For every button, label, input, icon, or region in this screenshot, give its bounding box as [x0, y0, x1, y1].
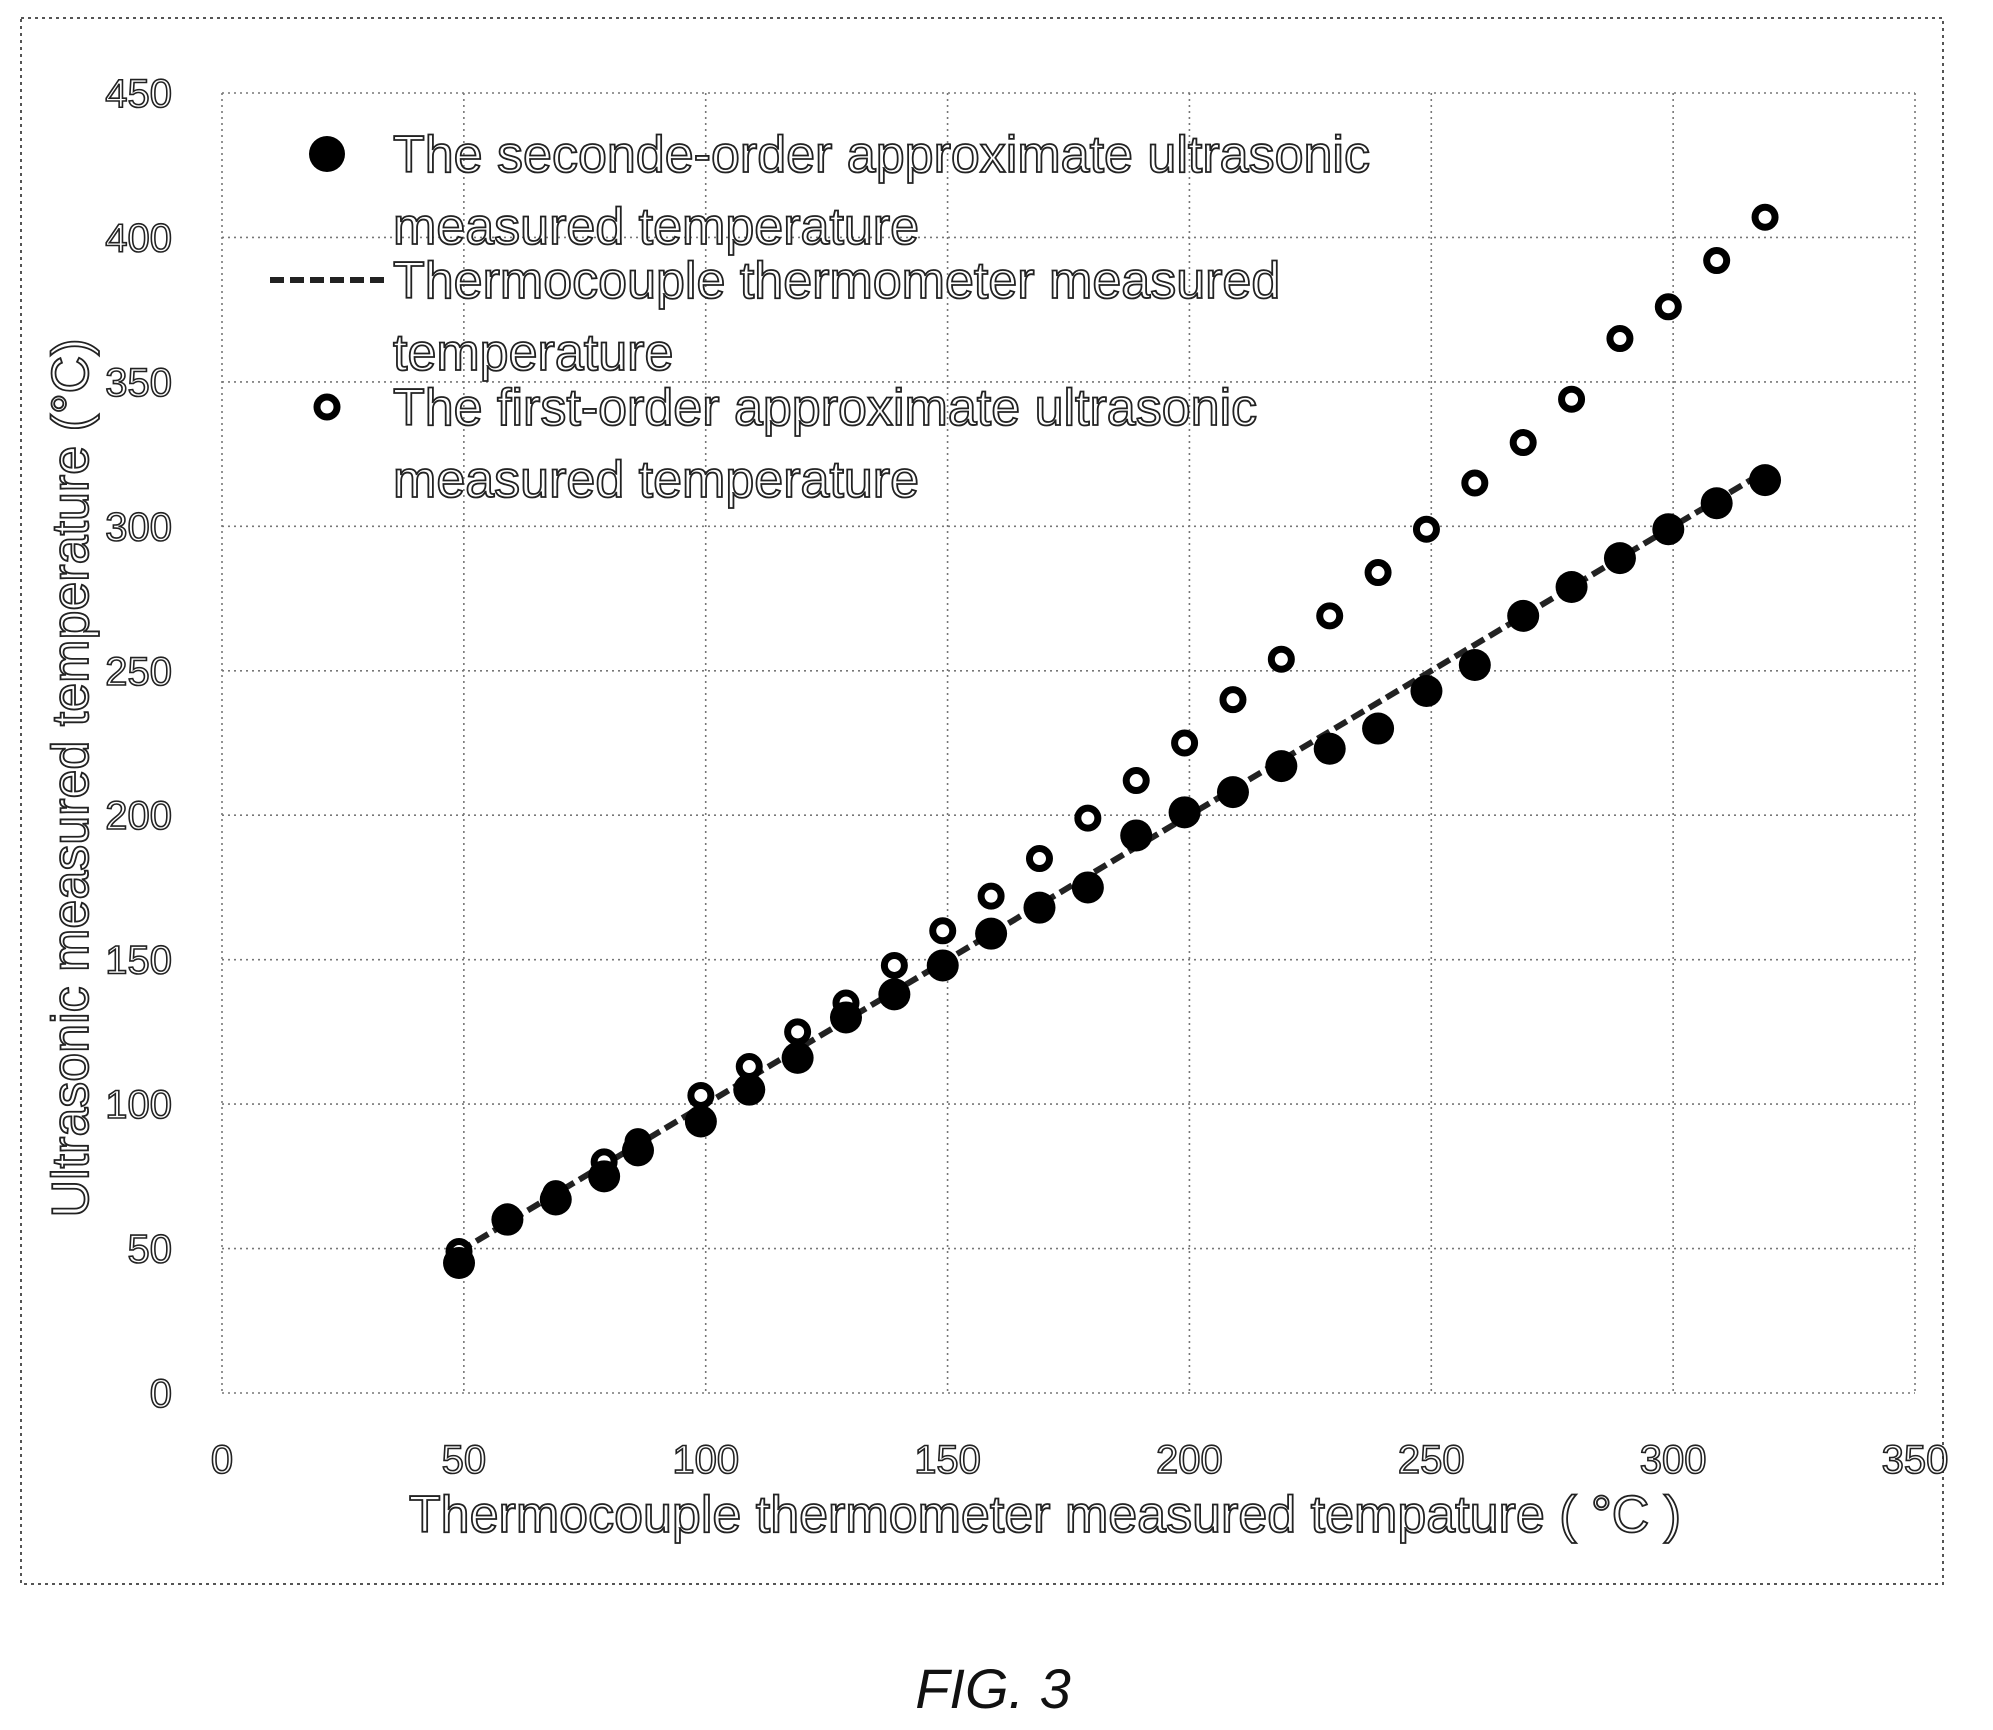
- grid: [221, 92, 1916, 1394]
- second-order-point: [1507, 599, 1540, 632]
- legend-label: measured temperature: [393, 198, 919, 256]
- x-tick-label: 150: [914, 1438, 981, 1482]
- first-order-point: [784, 1018, 812, 1046]
- second-order-point: [1362, 712, 1395, 745]
- y-tick-label: 0: [150, 1372, 172, 1416]
- tick-labels: 0 50 100 150 200 250 300 350 0 50 100 150 200 250 300 3…: [104, 71, 1949, 1483]
- second-order-point: [1168, 796, 1201, 829]
- x-tick-label: 350: [1882, 1438, 1949, 1482]
- legend-label: measured temperature: [393, 451, 919, 509]
- second-order-point: [684, 1105, 717, 1138]
- first-order-point: [977, 882, 1005, 910]
- first-order-point: [1606, 325, 1634, 353]
- second-order-point: [1749, 464, 1782, 497]
- first-order-point: [1364, 559, 1392, 587]
- x-tick-label: 250: [1398, 1438, 1465, 1482]
- first-order-point: [1219, 686, 1247, 714]
- second-order-point: [1313, 732, 1346, 765]
- first-order-point: [687, 1081, 715, 1109]
- second-order-point: [1458, 649, 1491, 681]
- first-order-point: [1703, 247, 1731, 275]
- second-order-point: [1216, 776, 1249, 809]
- first-order-point: [1122, 767, 1150, 795]
- second-order-point: [1265, 750, 1298, 783]
- second-order-point: [1700, 487, 1733, 520]
- y-tick-label: 400: [105, 216, 172, 260]
- legend-label: Thermocouple thermometer measured: [393, 252, 1280, 310]
- second-order-point: [1071, 871, 1104, 904]
- first-order-point: [1461, 469, 1489, 497]
- second-order-point: [588, 1160, 621, 1193]
- y-tick-label: 300: [105, 505, 172, 549]
- first-order-point: [735, 1053, 763, 1081]
- x-tick-label: 300: [1640, 1438, 1707, 1482]
- second-order-point: [539, 1183, 572, 1216]
- second-order-point: [975, 917, 1008, 950]
- first-order-point: [1316, 602, 1344, 630]
- y-axis-title: Ultrasonic measured temperature (°C): [42, 338, 100, 1217]
- first-order-point: [1412, 515, 1440, 543]
- reference-line: [457, 468, 1767, 1255]
- chart-frame: [20, 17, 1944, 1585]
- y-tick-label: 350: [105, 361, 172, 405]
- second-order-point: [1410, 675, 1443, 707]
- legend: The seconde-order approximate ultrasonic…: [270, 125, 1371, 510]
- legend-symbol: [309, 136, 345, 172]
- second-order-point: [926, 949, 959, 982]
- second-order-point: [491, 1203, 524, 1236]
- second-order-point: [733, 1073, 766, 1106]
- second-order-points: [443, 464, 1782, 1279]
- first-order-point: [1074, 804, 1102, 832]
- legend-hollow-circle: [313, 393, 341, 421]
- first-order-point: [1025, 845, 1053, 873]
- second-order-point: [1120, 819, 1153, 852]
- second-order-point: [1603, 542, 1636, 575]
- y-tick-label: 450: [105, 72, 172, 116]
- first-order-point: [1751, 203, 1779, 231]
- first-order-point: [929, 917, 957, 945]
- x-axis-title: Thermocouple thermometer measured tempat…: [409, 1486, 1681, 1544]
- x-tick-label: 100: [672, 1438, 739, 1482]
- reference-series-line: [457, 468, 1767, 1255]
- y-tick-label: 100: [105, 1083, 172, 1127]
- second-order-point: [621, 1134, 654, 1167]
- first-order-point: [1171, 729, 1199, 757]
- legend-filled-circle: [309, 136, 345, 172]
- second-order-point: [781, 1041, 814, 1074]
- second-order-point: [878, 978, 911, 1011]
- legend-label: temperature: [393, 324, 673, 382]
- second-order-point: [443, 1247, 476, 1279]
- second-order-point: [1652, 513, 1685, 546]
- first-order-point: [1267, 645, 1295, 673]
- legend-label: The seconde-order approximate ultrasonic: [393, 126, 1370, 184]
- second-order-point: [829, 1001, 862, 1034]
- legend-label: The first-order approximate ultrasonic: [393, 379, 1257, 437]
- second-order-point: [1555, 571, 1588, 603]
- y-tick-label: 200: [105, 794, 172, 838]
- x-tick-label: 50: [442, 1438, 487, 1482]
- second-order-point: [1023, 891, 1056, 924]
- first-order-point: [1558, 385, 1586, 413]
- figure-caption: FIG. 3: [915, 1657, 1071, 1720]
- x-tick-label: 200: [1156, 1438, 1223, 1482]
- first-order-point: [880, 951, 908, 979]
- legend-symbol: [313, 393, 341, 421]
- y-tick-label: 250: [105, 650, 172, 694]
- first-order-point: [1509, 429, 1537, 457]
- x-tick-label: 0: [211, 1438, 233, 1482]
- first-order-point: [1654, 293, 1682, 321]
- y-tick-label: 50: [128, 1228, 173, 1272]
- y-tick-label: 150: [105, 939, 172, 983]
